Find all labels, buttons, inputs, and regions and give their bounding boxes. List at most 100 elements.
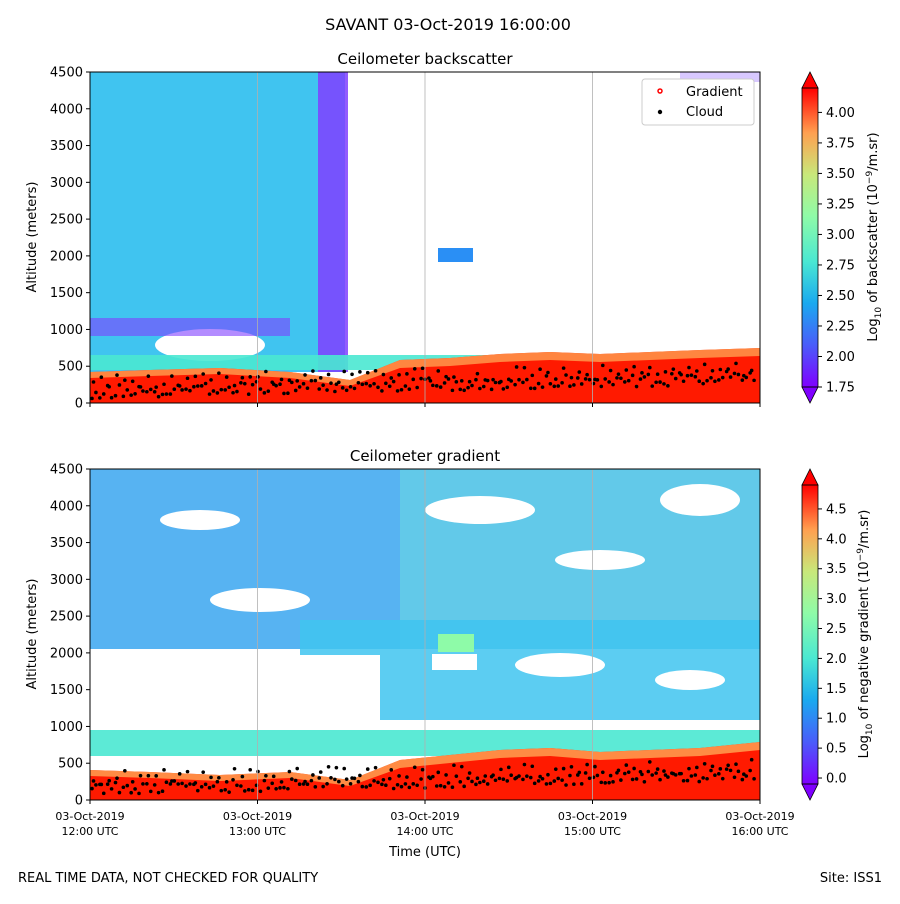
cloud-marker	[538, 367, 542, 372]
cloud-marker	[271, 774, 276, 779]
cloud-marker	[387, 776, 392, 781]
cloud-marker	[569, 765, 574, 769]
backscatter-aerosol-edge	[318, 72, 348, 372]
x-tick-label-date: 03-Oct-2019	[390, 810, 459, 823]
gradient-floating-patch	[438, 634, 474, 652]
cloud-marker	[123, 768, 127, 773]
y-tick-label: 4500	[50, 463, 83, 478]
cloud-marker	[642, 375, 647, 379]
cloud-marker	[282, 391, 286, 396]
cloud-marker	[185, 376, 190, 381]
cloud-marker	[444, 773, 448, 777]
cloud-marker	[156, 790, 161, 795]
cloud-marker	[99, 782, 104, 787]
cloud-marker	[109, 787, 114, 791]
y-tick-label: 3500	[50, 139, 83, 154]
cloud-marker	[632, 766, 636, 771]
cloud-marker	[485, 782, 490, 786]
cloud-marker	[611, 382, 615, 387]
y-tick-label: 1000	[50, 720, 83, 735]
panel-gradient: Ceilometer gradient 0 500 1000 1500 2000 2500…	[25, 447, 875, 860]
cloud-marker	[278, 382, 282, 387]
cloud-marker	[718, 767, 723, 771]
cloud-marker	[185, 769, 190, 774]
cloud-marker	[728, 768, 733, 773]
gradient-gap-2	[425, 496, 535, 524]
cloud-marker	[466, 385, 470, 390]
cloud-marker	[599, 780, 604, 785]
cloud-marker	[720, 776, 725, 781]
cloud-marker	[115, 776, 119, 780]
cloud-marker	[318, 770, 323, 774]
cloud-marker	[701, 381, 705, 386]
cloud-marker	[662, 382, 666, 386]
cloud-marker	[358, 773, 362, 778]
cloud-marker	[685, 778, 690, 783]
cloud-marker	[726, 367, 730, 371]
cloud-marker	[615, 376, 619, 380]
cloud-marker	[168, 392, 173, 396]
cloud-marker	[568, 773, 572, 778]
colorbar-backscatter-extend-top	[801, 71, 819, 89]
x-tick-label-date: 03-Oct-2019	[558, 810, 627, 823]
backscatter-gap	[155, 329, 265, 361]
cloud-marker	[521, 777, 525, 782]
cloud-marker	[572, 782, 576, 787]
cloud-marker	[532, 781, 537, 786]
cloud-marker	[207, 392, 212, 396]
cloud-marker	[115, 373, 119, 377]
cloud-marker	[286, 786, 290, 791]
cloud-marker	[384, 783, 388, 788]
cloud-marker	[90, 396, 94, 401]
cloud-marker	[734, 762, 738, 767]
cloud-marker	[650, 773, 655, 777]
cloud-marker	[227, 790, 231, 794]
cloud-marker	[569, 375, 574, 380]
cloud-marker	[607, 780, 611, 785]
cloud-marker	[130, 379, 135, 384]
cloud-marker	[599, 384, 604, 389]
cloud-marker	[655, 767, 660, 771]
cloud-marker	[673, 773, 678, 777]
cloud-marker	[521, 380, 525, 385]
cloud-marker	[532, 386, 537, 391]
cloud-marker	[587, 776, 592, 781]
cloud-marker	[528, 775, 533, 780]
cloud-marker	[224, 780, 229, 784]
cloud-marker	[407, 785, 412, 790]
cloud-marker	[145, 389, 149, 394]
cloud-marker	[256, 375, 260, 379]
cloud-marker	[337, 779, 341, 784]
cloud-marker	[141, 389, 145, 393]
cloud-marker	[491, 773, 495, 777]
cloud-marker	[419, 376, 423, 381]
cloud-marker	[90, 786, 94, 791]
cloud-marker	[536, 779, 541, 783]
cloud-marker	[94, 783, 98, 787]
cloud-marker	[702, 362, 707, 367]
legend: Gradient Cloud	[641, 78, 755, 126]
cloud-marker	[671, 367, 676, 371]
cloud-marker	[231, 777, 235, 782]
cloud-marker	[389, 376, 394, 380]
panel-title-backscatter: Ceilometer backscatter	[337, 50, 513, 68]
cloud-marker	[344, 388, 349, 393]
cloud-marker	[164, 780, 169, 785]
cloud-marker	[365, 370, 370, 375]
gradient-gap-4	[660, 484, 740, 516]
cloud-marker	[600, 363, 605, 368]
cloud-marker	[246, 787, 251, 792]
cloud-marker	[188, 388, 192, 393]
cloud-marker	[734, 361, 738, 366]
cloud-marker	[364, 381, 369, 386]
colorbar-backscatter-body	[802, 88, 818, 387]
x-tick-label-time: 16:00 UTC	[731, 825, 788, 838]
gradient-gap-3	[555, 550, 645, 570]
cloud-marker	[105, 782, 110, 786]
y-tick-label: 4000	[50, 102, 83, 117]
cloud-marker	[624, 763, 629, 767]
cloud-marker	[517, 774, 521, 778]
cloud-marker	[368, 783, 372, 788]
cloud-marker	[274, 786, 278, 791]
